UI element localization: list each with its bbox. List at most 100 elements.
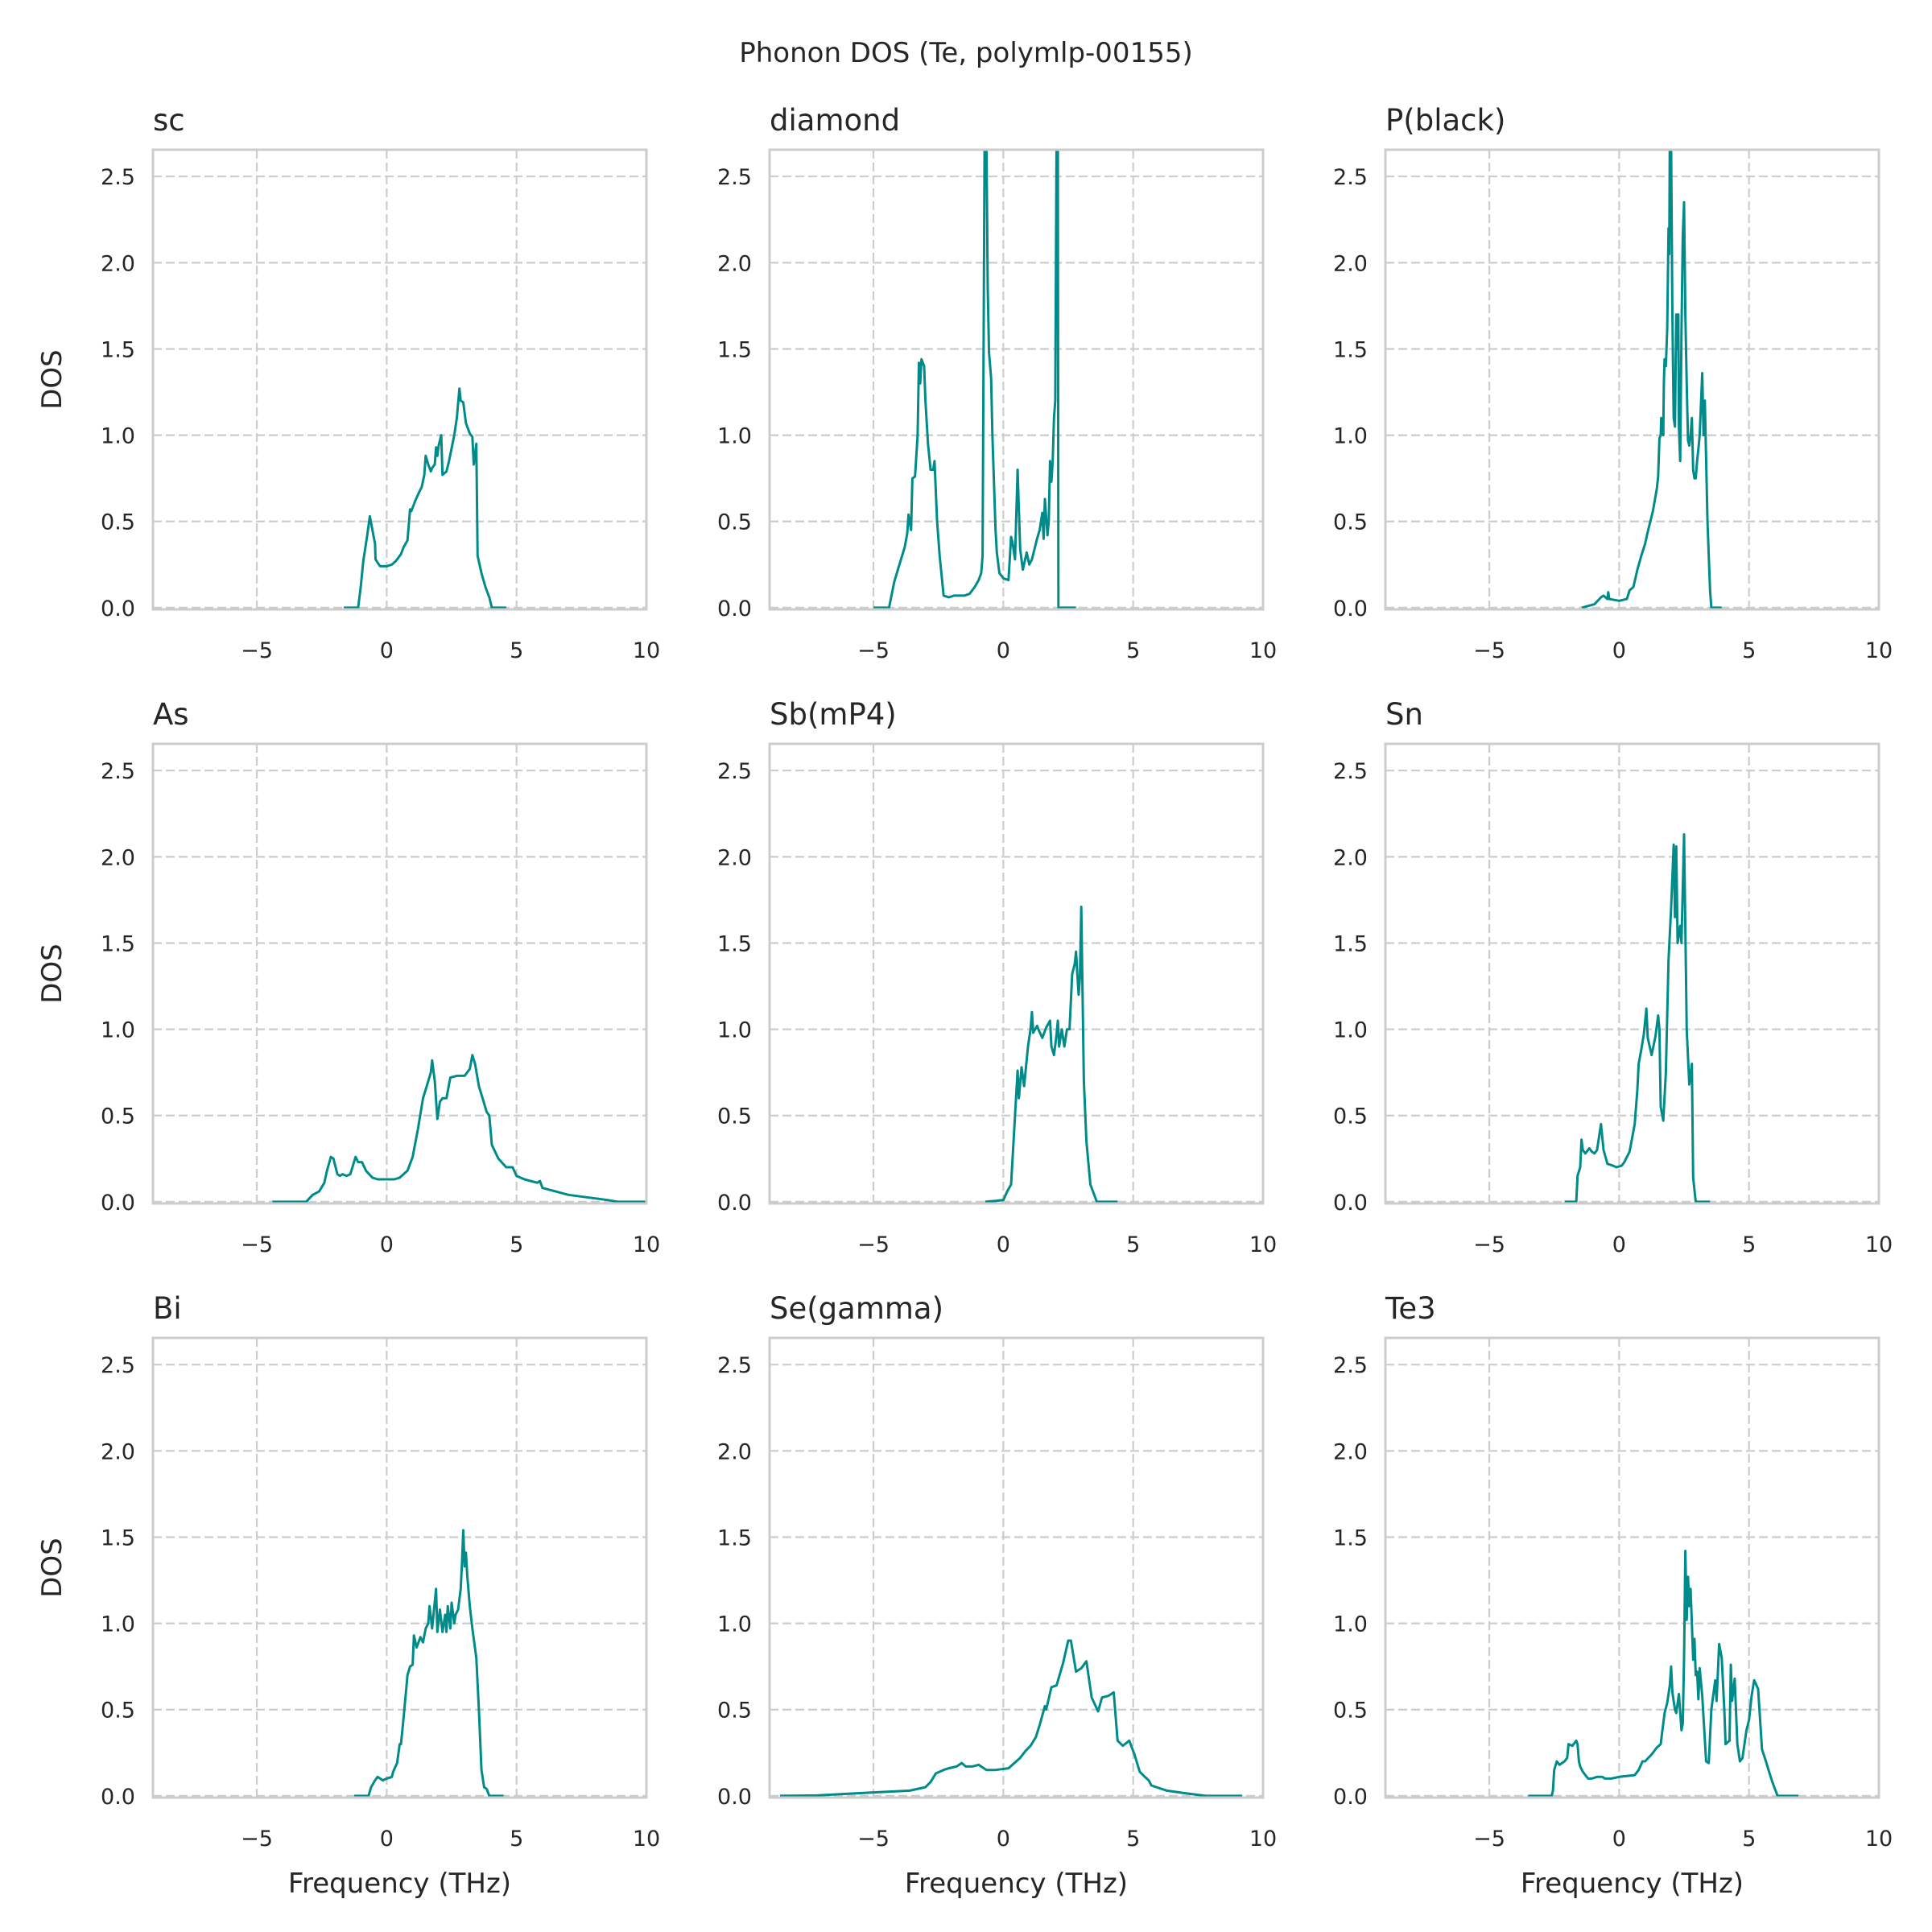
y-tick-label: 1.0 (717, 424, 752, 449)
y-tick-label: 2.5 (101, 165, 135, 190)
x-axis-label: Frequency (THz) (905, 1868, 1128, 1900)
y-tick-label: 0.5 (717, 1699, 752, 1724)
subplot-te3: 0.0 0.5 1.0 1.5 2.0 2.5 −5 0 5 10 Te3 Frequency (TH… (1333, 1291, 1893, 1900)
y-tick-label: 2.0 (717, 845, 752, 870)
y-tick-label: 1.0 (1333, 1612, 1368, 1637)
subplot-title: diamond (770, 103, 900, 138)
y-tick-label: 0.5 (101, 510, 135, 535)
y-tick-label: 1.5 (717, 337, 752, 362)
x-tick-label: 5 (1126, 1827, 1140, 1852)
subplot-sb-mp4: 0.0 0.5 1.0 1.5 2.0 2.5 −5 0 5 10 Sb(mP4) (717, 697, 1277, 1257)
x-tick-label: 0 (1612, 638, 1626, 663)
x-tick-label: 5 (510, 1232, 523, 1257)
y-tick-label: 0.5 (101, 1699, 135, 1724)
subplot-title: Bi (153, 1291, 182, 1326)
y-tick-label: 2.0 (717, 251, 752, 276)
dos-line (1564, 833, 1711, 1203)
x-tick-label: 5 (1126, 638, 1140, 663)
dos-line (1581, 150, 1722, 609)
y-tick-label: 1.0 (101, 1018, 135, 1043)
x-tick-label: −5 (857, 1827, 890, 1852)
x-tick-label: 10 (1249, 638, 1277, 663)
subplot-title: P(black) (1385, 103, 1505, 138)
x-axis-label: Frequency (THz) (1521, 1868, 1744, 1900)
x-tick-label: −5 (857, 638, 890, 663)
y-tick-label: 0.0 (101, 1785, 135, 1810)
x-tick-label: 10 (633, 1827, 660, 1852)
y-axis-label: DOS (36, 349, 68, 410)
y-tick-label: 1.0 (101, 424, 135, 449)
subplot-title: Sb(mP4) (770, 697, 897, 732)
axes-frame (768, 148, 1265, 611)
figure-title: Phonon DOS (Te, polymlp-00155) (739, 37, 1192, 69)
y-tick-label: 1.0 (1333, 424, 1368, 449)
subplot-se-gamma: 0.0 0.5 1.0 1.5 2.0 2.5 −5 0 5 10 Se(gamma) Frequen… (717, 1291, 1277, 1900)
dos-line (873, 150, 1076, 609)
dos-line (344, 387, 506, 609)
x-tick-label: 5 (1126, 1232, 1140, 1257)
y-tick-label: 2.5 (717, 165, 752, 190)
y-tick-label: 2.5 (101, 759, 135, 784)
subplot-sc: 0.0 0.5 1.0 1.5 2.0 2.5 −5 0 5 10 sc DOS (36, 103, 660, 663)
y-axis-label: DOS (36, 1538, 68, 1598)
x-tick-label: 10 (633, 1232, 660, 1257)
subplot-grid: 0.0 0.5 1.0 1.5 2.0 2.5 −5 0 5 10 sc DOS 0.0 0.5 1.0 1.… (36, 103, 1893, 1900)
x-tick-label: 10 (1865, 1827, 1893, 1852)
y-tick-label: 0.5 (1333, 1699, 1368, 1724)
y-axis-label: DOS (36, 943, 68, 1004)
x-tick-label: 10 (633, 638, 660, 663)
x-tick-label: 0 (1612, 1232, 1626, 1257)
subplot-bi: 0.0 0.5 1.0 1.5 2.0 2.5 −5 0 5 10 Bi DOS Frequency (… (36, 1291, 660, 1900)
subplot-p-black: 0.0 0.5 1.0 1.5 2.0 2.5 −5 0 5 10 P(black) (1333, 103, 1893, 663)
y-tick-label: 1.5 (101, 931, 135, 956)
y-tick-label: 1.5 (1333, 337, 1368, 362)
subplot-title: Te3 (1385, 1291, 1436, 1326)
y-tick-label: 0.0 (101, 597, 135, 621)
y-tick-label: 2.0 (101, 845, 135, 870)
x-tick-label: −5 (241, 638, 273, 663)
axes-frame (1384, 148, 1880, 611)
x-tick-label: 10 (1865, 1232, 1893, 1257)
y-tick-label: 2.0 (1333, 1439, 1368, 1464)
dos-line (354, 1529, 504, 1798)
y-tick-label: 0.0 (717, 597, 752, 621)
x-tick-label: −5 (1473, 638, 1505, 663)
y-tick-label: 0.0 (717, 1191, 752, 1216)
x-tick-label: 0 (997, 1827, 1010, 1852)
axes-frame (768, 742, 1265, 1205)
y-tick-label: 0.0 (717, 1785, 752, 1810)
y-tick-label: 1.5 (1333, 931, 1368, 956)
dos-line (1528, 1550, 1798, 1798)
y-tick-label: 1.0 (717, 1018, 752, 1043)
y-tick-label: 0.0 (1333, 597, 1368, 621)
y-tick-label: 0.5 (717, 510, 752, 535)
y-tick-label: 1.5 (1333, 1525, 1368, 1550)
y-tick-label: 2.5 (1333, 165, 1368, 190)
x-tick-label: −5 (241, 1827, 273, 1852)
y-tick-label: 1.0 (717, 1612, 752, 1637)
x-tick-label: 0 (380, 638, 394, 663)
x-tick-label: 0 (380, 1827, 394, 1852)
y-tick-label: 0.0 (1333, 1785, 1368, 1810)
dos-line (985, 906, 1118, 1203)
subplot-title: As (153, 697, 189, 732)
x-tick-label: −5 (857, 1232, 890, 1257)
subplot-sn: 0.0 0.5 1.0 1.5 2.0 2.5 −5 0 5 10 Sn (1333, 697, 1893, 1257)
y-tick-label: 2.5 (717, 759, 752, 784)
dos-line (272, 1054, 646, 1203)
axes-frame (151, 1336, 648, 1799)
y-tick-label: 0.0 (1333, 1191, 1368, 1216)
x-tick-label: 10 (1249, 1232, 1277, 1257)
x-tick-label: 5 (1742, 1232, 1756, 1257)
subplot-diamond: 0.0 0.5 1.0 1.5 2.0 2.5 −5 0 5 10 diamond (717, 103, 1277, 663)
axes-frame (151, 148, 648, 611)
axes-frame (768, 1336, 1265, 1799)
x-tick-label: 10 (1249, 1827, 1277, 1852)
subplot-title: Sn (1385, 697, 1423, 732)
y-tick-label: 2.0 (1333, 251, 1368, 276)
y-tick-label: 2.5 (101, 1353, 135, 1378)
x-tick-label: 0 (1612, 1827, 1626, 1852)
subplot-as: 0.0 0.5 1.0 1.5 2.0 2.5 −5 0 5 10 As DOS (36, 697, 660, 1257)
x-tick-label: −5 (1473, 1232, 1505, 1257)
